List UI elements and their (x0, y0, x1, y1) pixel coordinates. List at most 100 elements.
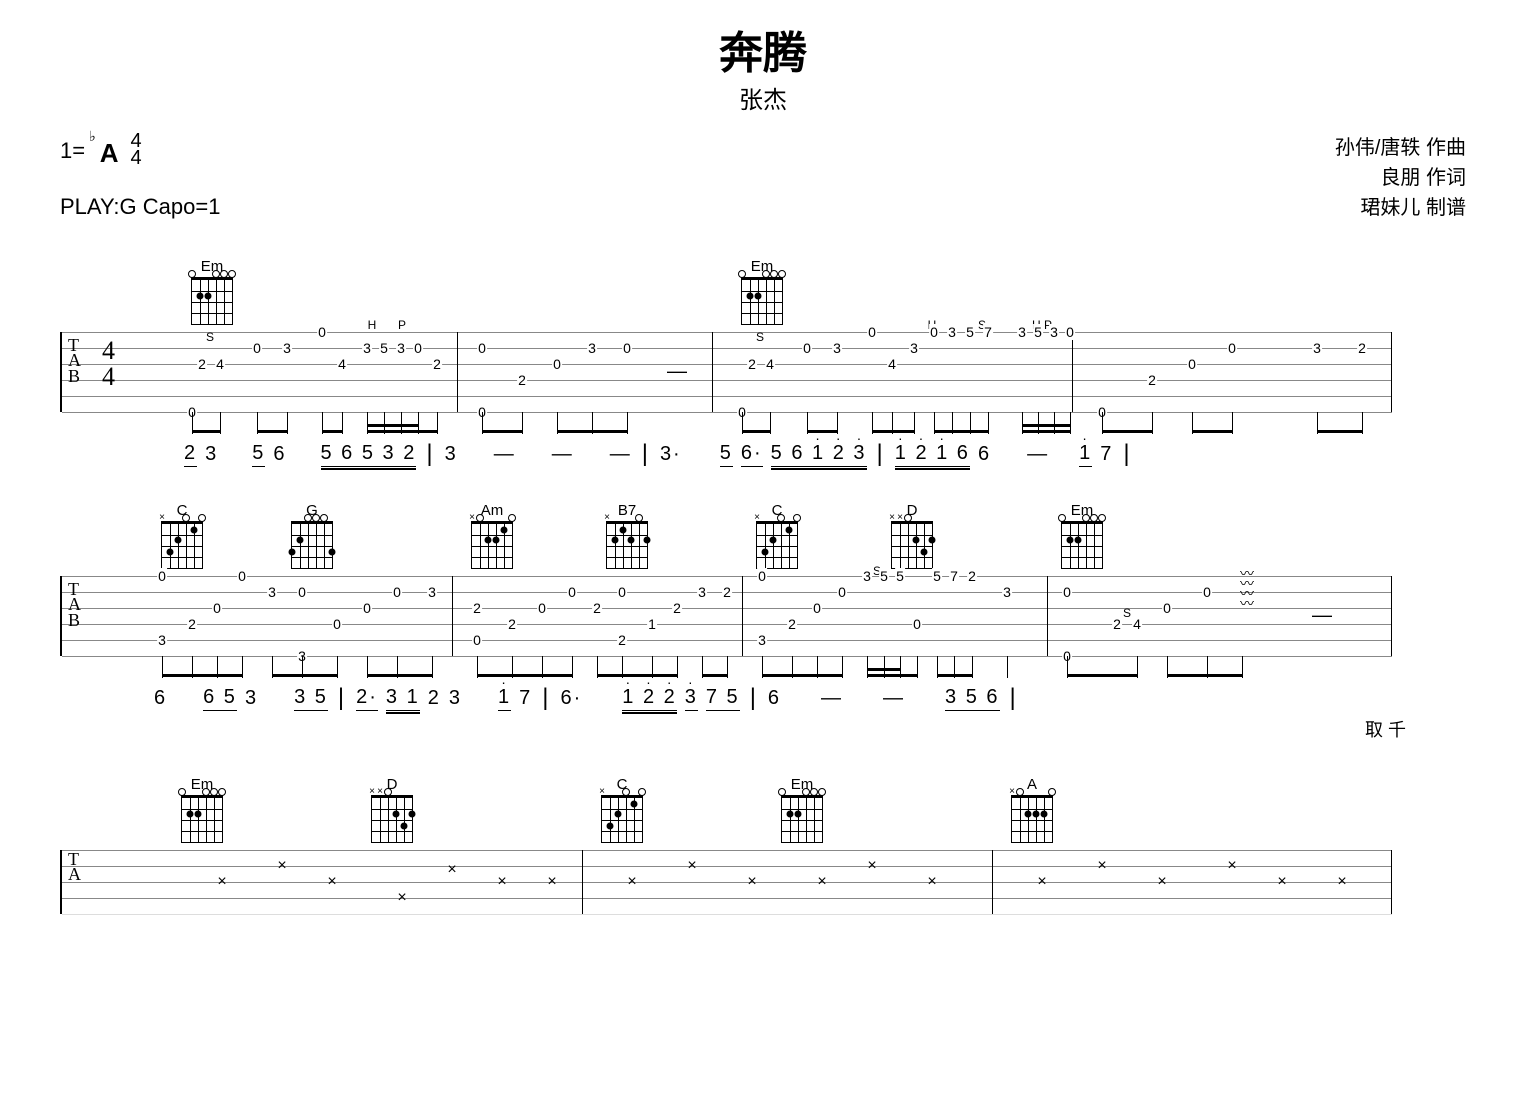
chord-diagram-icon: × (756, 521, 798, 569)
tab-fret: 0 (912, 616, 922, 632)
tab-fret: 0 (757, 568, 767, 584)
jp: 3 (449, 687, 462, 710)
jp: 7 (519, 687, 532, 710)
tab-fret: 2 (672, 600, 682, 616)
jp: 6 5 (203, 686, 237, 711)
chord-diagram-icon (181, 795, 223, 843)
barline: | (1004, 684, 1024, 712)
strum-x-icon: × (1157, 873, 1166, 891)
system-1: Em Em T A B 4 (60, 258, 1466, 468)
jp: — (883, 687, 905, 710)
tab-fret: 3 (157, 632, 167, 648)
jianpu-line-2: 6 6 5 3 3 5 | 2· 3 1 2 3 1 7 | 6· 1 2 2 … (60, 684, 1466, 712)
jp: 2 (184, 442, 197, 467)
tab-time-sig: 4 4 (102, 338, 115, 390)
technique-label: P (398, 318, 406, 332)
tab-fret: 3 (1312, 340, 1322, 356)
chord-diagram-icon: × (471, 521, 513, 569)
tab-fret: 2 (1147, 372, 1157, 388)
time-signature: 4 4 (130, 133, 141, 167)
tab-fret: 0 (1062, 584, 1072, 600)
strum-x-icon: × (327, 873, 336, 891)
jp: 5 6 1 2 3 (771, 442, 867, 467)
tab-fret: 0 (297, 584, 307, 600)
strum-x-icon: × (1097, 857, 1106, 875)
jp: 6 (273, 443, 286, 466)
chord-b7: B7 × (605, 502, 649, 569)
jianpu-line-1: 2 3 5 6 5 6 5 3 2 | 3 — — — | 3· 5 6· 5 … (60, 440, 1466, 468)
jp: — (494, 443, 516, 466)
tab-fret: 0 (552, 356, 562, 372)
chord-diagram-icon: ×× (371, 795, 413, 843)
arpeggio-icon: 〰〰〰〰 (1237, 566, 1257, 606)
lyrics-line: 取 千 (60, 716, 1466, 742)
chord-am: Am × (470, 502, 514, 569)
tab-fret: 4 (215, 356, 225, 372)
tab-fret: 0 (622, 340, 632, 356)
tab-fret: 7 (983, 324, 993, 340)
system-2: C × G Am × (60, 502, 1466, 742)
tab-ts-bot: 4 (102, 364, 115, 390)
tab-fret: 0 (617, 584, 627, 600)
tab-fret: 2 (722, 584, 732, 600)
transcriber: 珺妹儿 制谱 (1335, 193, 1466, 223)
chord-c: C × (160, 502, 204, 569)
chord-em: Em (180, 776, 224, 843)
tab-ts-top: 4 (102, 338, 115, 364)
jp: 3 5 (294, 686, 328, 711)
key-prefix: 1= (60, 133, 85, 168)
tab-fret: 0 (929, 324, 939, 340)
chord-diagram-icon (781, 795, 823, 843)
chord-c: C × (755, 502, 799, 569)
tab-fret: 3 (1049, 324, 1059, 340)
chord-c: C × (600, 776, 644, 843)
tab-fret: 3 (947, 324, 957, 340)
meta-left: 1= ♭ A 4 4 PLAY:G Capo=1 (60, 133, 220, 224)
chord-g: G (290, 502, 334, 569)
chord-diagram-icon (1061, 521, 1103, 569)
tab-fret: 0 (332, 616, 342, 632)
tab-b: B (68, 613, 81, 628)
tab-fret: 5 (879, 568, 889, 584)
technique-label: H (368, 318, 377, 332)
tab-fret: 0 (567, 584, 577, 600)
rest-dash: — (667, 361, 687, 384)
tab-fret: 7 (949, 568, 959, 584)
tab-fret: 0 (1202, 584, 1212, 600)
tab-fret: 4 (1132, 616, 1142, 632)
chord-diagram-icon: × (1011, 795, 1053, 843)
tab-fret: 0 (812, 600, 822, 616)
jp: 5 6 5 3 2 (321, 442, 417, 467)
tab-clef-icon: T A B (68, 582, 81, 628)
tab-fret: 0 (237, 568, 247, 584)
strum-x-icon: × (747, 873, 756, 891)
chord-em: Em (190, 258, 234, 325)
composer: 孙伟/唐轶 作曲 (1335, 133, 1466, 163)
tab-fret: 4 (887, 356, 897, 372)
tab-fret: 0 (802, 340, 812, 356)
song-title: 奔腾 (60, 30, 1466, 78)
tab-fret: 3 (832, 340, 842, 356)
tab-clef-icon: T A (68, 852, 81, 883)
jp: — (552, 443, 574, 466)
tab-fret: 1 (647, 616, 657, 632)
chord-d: D ×× (370, 776, 414, 843)
rest-dash: — (1312, 605, 1332, 628)
tab-fret: 0 (537, 600, 547, 616)
barline: | (744, 684, 764, 712)
artist-name: 张杰 (60, 80, 1466, 115)
technique-label: S (206, 330, 214, 344)
tab-fret: 0 (413, 340, 423, 356)
strum-x-icon: × (1337, 873, 1346, 891)
chord-diagram-icon: ×× (891, 521, 933, 569)
jp: 5 (720, 442, 733, 467)
strum-x-icon: × (927, 873, 936, 891)
tab-fret: 2 (787, 616, 797, 632)
jp: 6 (978, 443, 991, 466)
strum-x-icon: × (1227, 857, 1236, 875)
meta-row: 1= ♭ A 4 4 PLAY:G Capo=1 孙伟/唐轶 作曲 良朋 作词 … (60, 133, 1466, 224)
chord-diagram-icon: × (606, 521, 648, 569)
tab-staff-3: T A × × × × × × × × × × × × × × × × × × … (60, 850, 1392, 914)
jp: 3 1 (386, 686, 420, 711)
chord-diagram-icon (291, 521, 333, 569)
